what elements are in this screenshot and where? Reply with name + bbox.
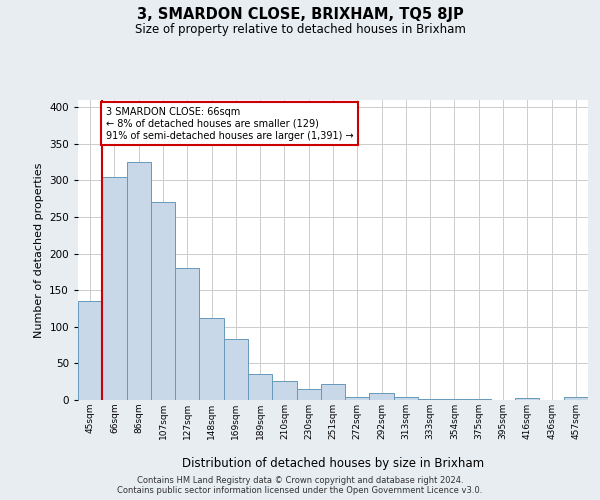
Bar xyxy=(199,318,224,400)
Bar xyxy=(370,392,394,400)
Bar xyxy=(248,374,272,400)
Text: 3, SMARDON CLOSE, BRIXHAM, TQ5 8JP: 3, SMARDON CLOSE, BRIXHAM, TQ5 8JP xyxy=(137,8,463,22)
Text: Size of property relative to detached houses in Brixham: Size of property relative to detached ho… xyxy=(134,22,466,36)
Bar xyxy=(345,397,370,400)
Bar xyxy=(394,397,418,400)
Bar xyxy=(564,397,588,400)
Bar xyxy=(442,398,467,400)
Bar xyxy=(175,268,199,400)
Bar xyxy=(515,398,539,400)
Bar xyxy=(321,384,345,400)
Bar xyxy=(102,177,127,400)
Text: 3 SMARDON CLOSE: 66sqm
← 8% of detached houses are smaller (129)
91% of semi-det: 3 SMARDON CLOSE: 66sqm ← 8% of detached … xyxy=(106,108,353,140)
Text: Contains HM Land Registry data © Crown copyright and database right 2024.: Contains HM Land Registry data © Crown c… xyxy=(137,476,463,485)
Text: Contains public sector information licensed under the Open Government Licence v3: Contains public sector information licen… xyxy=(118,486,482,495)
Bar xyxy=(272,381,296,400)
Bar xyxy=(127,162,151,400)
Bar xyxy=(151,202,175,400)
Y-axis label: Number of detached properties: Number of detached properties xyxy=(34,162,44,338)
Text: Distribution of detached houses by size in Brixham: Distribution of detached houses by size … xyxy=(182,458,484,470)
Bar xyxy=(78,301,102,400)
Bar xyxy=(224,340,248,400)
Bar xyxy=(296,389,321,400)
